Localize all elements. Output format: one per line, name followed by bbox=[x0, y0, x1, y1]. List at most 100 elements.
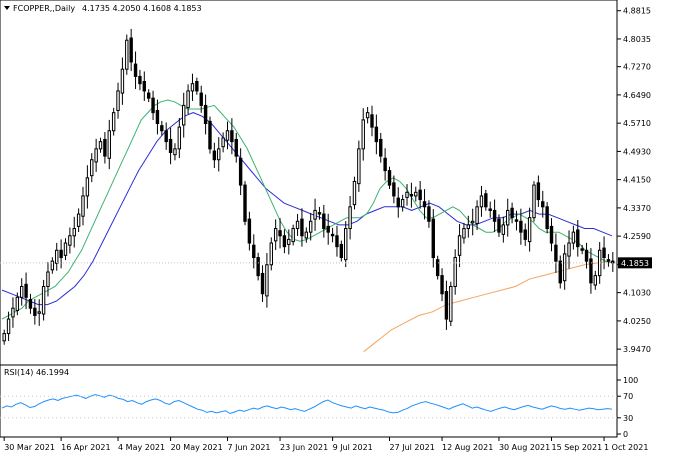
candle-body bbox=[484, 193, 488, 208]
time-tick-label: 4 May 2021 bbox=[118, 443, 165, 452]
time-tick-label: 30 Mar 2021 bbox=[4, 443, 55, 452]
candle-body bbox=[462, 228, 466, 239]
candle-body bbox=[313, 209, 317, 220]
candles bbox=[2, 28, 615, 345]
price-tick-label: 4.1030 bbox=[623, 289, 651, 298]
time-tick-label: 12 Aug 2021 bbox=[442, 443, 493, 452]
candle-body bbox=[63, 242, 68, 256]
candle-body bbox=[94, 148, 98, 163]
candle-body bbox=[326, 225, 330, 233]
candle-body bbox=[466, 224, 471, 230]
price-tick-label: 4.5710 bbox=[623, 119, 651, 128]
candle-body bbox=[357, 148, 361, 185]
candle-body bbox=[497, 218, 501, 233]
candle-body bbox=[453, 257, 457, 287]
candle-body bbox=[68, 235, 72, 246]
candle-body bbox=[396, 197, 400, 208]
candle-body bbox=[576, 229, 580, 248]
candle-body bbox=[400, 199, 405, 208]
candle-body bbox=[449, 285, 453, 322]
candle-body bbox=[523, 229, 527, 240]
candle-body bbox=[541, 201, 545, 208]
candle-body bbox=[19, 285, 24, 298]
candle-body bbox=[116, 90, 120, 111]
rsi-tick-label: 0 bbox=[623, 430, 628, 439]
candle-body bbox=[269, 242, 273, 266]
candle-body bbox=[558, 260, 562, 284]
candle-body bbox=[584, 249, 589, 262]
candle-body bbox=[492, 209, 497, 222]
candle-body bbox=[580, 248, 584, 251]
candle-body bbox=[129, 37, 133, 63]
price-tick-label: 4.6490 bbox=[623, 91, 651, 100]
candle-body bbox=[234, 138, 238, 157]
candle-body bbox=[238, 157, 243, 186]
candle-body bbox=[475, 206, 479, 224]
candle-body bbox=[125, 39, 129, 70]
rsi-tick-label: 70 bbox=[623, 392, 633, 401]
candle-body bbox=[427, 206, 431, 222]
candle-body bbox=[90, 159, 94, 177]
candle-body bbox=[142, 81, 147, 92]
candle-body bbox=[217, 148, 221, 161]
candle-body bbox=[339, 243, 344, 259]
last-price-box bbox=[618, 257, 652, 269]
time-tick-label: 30 Aug 2021 bbox=[499, 443, 550, 452]
candle-body bbox=[81, 195, 85, 217]
candle-body bbox=[308, 220, 313, 233]
candle-body bbox=[602, 247, 606, 259]
candle-body bbox=[182, 104, 186, 126]
candle-body bbox=[435, 259, 440, 277]
candle-body bbox=[120, 68, 125, 94]
candle-body bbox=[589, 258, 593, 284]
candle-body bbox=[133, 63, 138, 77]
candle-body bbox=[208, 120, 212, 150]
candle-body bbox=[260, 272, 265, 295]
price-tick-label: 4.8815 bbox=[623, 7, 651, 16]
candle-body bbox=[247, 218, 252, 244]
candle-body bbox=[24, 283, 28, 298]
candle-body bbox=[243, 184, 247, 222]
chart-header: FCOPPER,,Daily 4.1735 4.2050 4.1608 4.18… bbox=[4, 4, 202, 13]
moving-averages bbox=[1, 99, 613, 353]
candle-body bbox=[374, 126, 379, 143]
candle-body bbox=[37, 311, 41, 314]
last-price-marker: 4.1853 bbox=[0, 257, 652, 269]
candle-body bbox=[273, 228, 278, 242]
candle-body bbox=[365, 112, 370, 119]
candle-body bbox=[405, 191, 409, 198]
price-tick-label: 4.7270 bbox=[623, 63, 651, 72]
time-tick-label: 7 Jun 2021 bbox=[227, 443, 270, 452]
candle-body bbox=[221, 137, 225, 148]
candle-body bbox=[50, 260, 55, 271]
candle-body bbox=[392, 182, 396, 197]
price-panel bbox=[0, 0, 618, 366]
candle-body bbox=[431, 218, 435, 259]
time-tick-label: 23 Jun 2021 bbox=[280, 443, 328, 452]
candle-body bbox=[46, 271, 50, 287]
candle-body bbox=[383, 157, 387, 172]
dropdown-triangle-icon[interactable] bbox=[4, 6, 10, 10]
candle-body bbox=[300, 218, 304, 237]
candle-body bbox=[11, 307, 15, 318]
candle-body bbox=[536, 182, 541, 201]
candle-body bbox=[103, 138, 107, 157]
candle-body bbox=[444, 291, 449, 320]
candle-body bbox=[177, 126, 182, 150]
candle-body bbox=[532, 184, 536, 219]
candle-body bbox=[370, 114, 374, 128]
candle-body bbox=[155, 109, 160, 125]
candle-body bbox=[409, 193, 414, 197]
candle-body bbox=[567, 242, 571, 257]
candle-body bbox=[470, 220, 475, 224]
candle-body bbox=[203, 104, 208, 125]
candle-body bbox=[225, 130, 230, 141]
candle-body bbox=[344, 228, 348, 261]
candle-body bbox=[418, 189, 422, 201]
candle-body bbox=[256, 257, 260, 277]
candle-body bbox=[291, 228, 295, 243]
candle-body bbox=[379, 138, 383, 157]
candle-body bbox=[230, 130, 234, 143]
time-tick-label: 1 Oct 2021 bbox=[604, 443, 648, 452]
